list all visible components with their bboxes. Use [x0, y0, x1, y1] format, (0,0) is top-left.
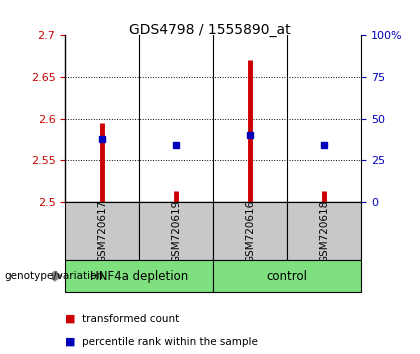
Text: ■: ■: [65, 314, 76, 324]
Text: GSM720616: GSM720616: [245, 199, 255, 263]
Text: GSM720619: GSM720619: [171, 199, 181, 263]
Bar: [139, 202, 213, 260]
Bar: [213, 260, 361, 292]
Bar: [65, 202, 139, 260]
Bar: [65, 260, 213, 292]
Text: ■: ■: [65, 337, 76, 347]
Text: percentile rank within the sample: percentile rank within the sample: [82, 337, 258, 347]
Text: genotype/variation: genotype/variation: [4, 271, 103, 281]
Text: HNF4a depletion: HNF4a depletion: [90, 270, 188, 282]
Bar: [287, 202, 361, 260]
Text: GSM720618: GSM720618: [319, 199, 329, 263]
Text: GDS4798 / 1555890_at: GDS4798 / 1555890_at: [129, 23, 291, 37]
Text: GSM720617: GSM720617: [97, 199, 107, 263]
Text: transformed count: transformed count: [82, 314, 179, 324]
Bar: [213, 202, 287, 260]
Text: control: control: [267, 270, 308, 282]
